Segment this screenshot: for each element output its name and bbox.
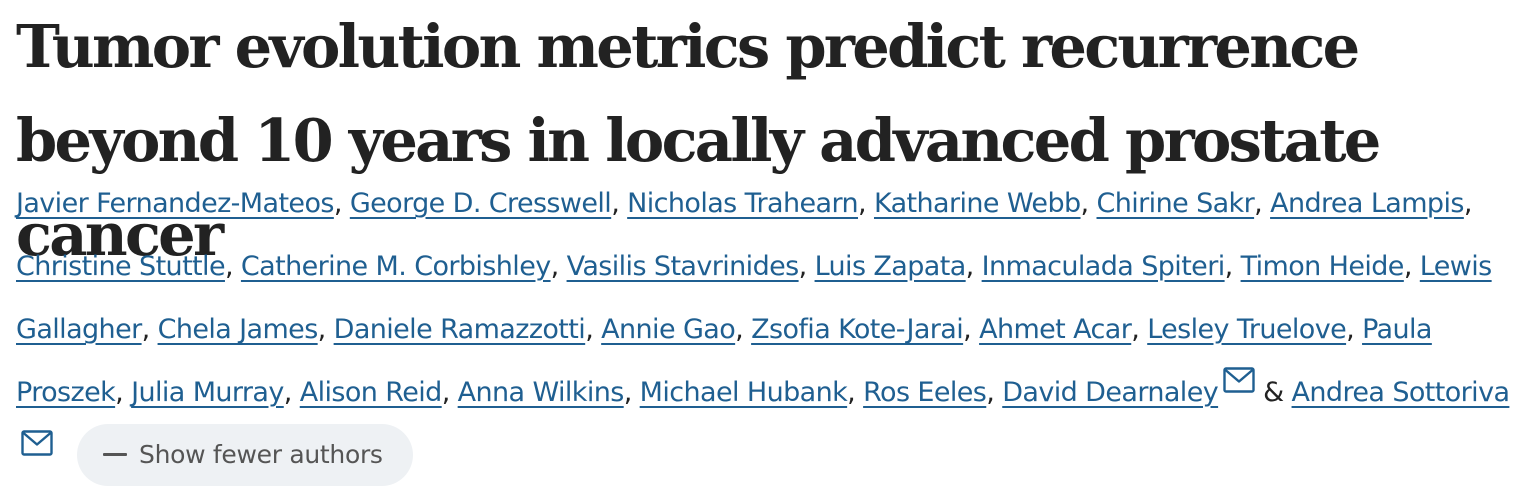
author-separator: ,	[550, 251, 567, 282]
author-item: Daniele Ramazzotti,	[334, 314, 602, 345]
author-separator: ,	[283, 377, 300, 408]
author-conjunction: &	[1263, 377, 1284, 408]
author-separator: ,	[441, 377, 458, 408]
author-item: Michael Hubank,	[640, 377, 863, 408]
author-separator: ,	[224, 251, 241, 282]
author-separator: ,	[847, 377, 864, 408]
author-item: George D. Cresswell,	[350, 188, 627, 219]
author-separator: ,	[141, 314, 158, 345]
author-separator: ,	[858, 188, 874, 219]
author-item: Timon Heide,	[1241, 251, 1420, 282]
author-separator: ,	[1463, 188, 1473, 219]
minus-icon	[103, 453, 127, 456]
author-separator: ,	[611, 188, 628, 219]
author-link[interactable]: Julia Murray	[131, 377, 284, 408]
author-separator: ,	[1346, 314, 1363, 345]
author-item: Inmaculada Spiteri,	[982, 251, 1241, 282]
author-item: Vasilis Stavrinides,	[567, 251, 815, 282]
author-link[interactable]: Chela James	[157, 314, 319, 345]
author-list: Javier Fernandez-Mateos, George D. Cress…	[16, 172, 1516, 488]
author-separator: ,	[1224, 251, 1241, 282]
author-link[interactable]: Ahmet Acar	[979, 314, 1132, 345]
author-link[interactable]: Luis Zapata	[814, 251, 967, 282]
author-item: Julia Murray,	[131, 377, 300, 408]
author-link[interactable]: Ros Eeles	[863, 377, 987, 408]
author-separator: ,	[1131, 314, 1148, 345]
author-item: Chirine Sakr,	[1097, 188, 1271, 219]
author-item: Ros Eeles,	[863, 377, 1002, 408]
author-link[interactable]: Andrea Sottoriva	[1291, 377, 1510, 408]
author-item: Catherine M. Corbishley,	[241, 251, 567, 282]
author-link[interactable]: Katharine Webb	[873, 188, 1081, 219]
author-item: Chela James,	[158, 314, 334, 345]
author-item: Katharine Webb,	[874, 188, 1097, 219]
mail-icon[interactable]	[21, 430, 53, 456]
author-item: Javier Fernandez-Mateos,	[16, 188, 350, 219]
author-separator: ,	[317, 314, 334, 345]
author-item: Zsofia Kote-Jarai,	[751, 314, 979, 345]
show-fewer-item: Show fewer authors	[53, 423, 413, 486]
show-fewer-authors-button[interactable]: Show fewer authors	[77, 423, 413, 486]
author-link[interactable]: George D. Cresswell	[349, 188, 612, 219]
author-link[interactable]: Annie Gao	[601, 314, 736, 345]
author-item: Lesley Truelove,	[1147, 314, 1362, 345]
author-link[interactable]: Vasilis Stavrinides	[566, 251, 800, 282]
author-item: Alison Reid,	[300, 377, 458, 408]
author-separator: ,	[115, 377, 132, 408]
author-link[interactable]: Christine Stuttle	[16, 251, 226, 282]
author-separator: ,	[1254, 188, 1271, 219]
author-separator: ,	[965, 251, 982, 282]
author-separator: ,	[735, 314, 752, 345]
author-link[interactable]: Javier Fernandez-Mateos	[16, 188, 334, 219]
author-separator	[1255, 377, 1263, 408]
author-link[interactable]: Nicholas Trahearn	[627, 188, 859, 219]
mail-icon[interactable]	[1223, 367, 1255, 393]
author-item: Andrea Lampis,	[1270, 188, 1472, 219]
author-link[interactable]: Catherine M. Corbishley	[240, 251, 551, 282]
author-link[interactable]: Andrea Lampis	[1270, 188, 1464, 219]
show-fewer-label: Show fewer authors	[139, 440, 383, 469]
author-item: Luis Zapata,	[815, 251, 982, 282]
author-item: Lewis Gallagher,	[16, 251, 1492, 345]
author-link[interactable]: Zsofia Kote-Jarai	[751, 314, 964, 345]
author-item: Annie Gao,	[601, 314, 751, 345]
author-link[interactable]: Paula Proszek	[16, 314, 1432, 408]
author-separator: ,	[986, 377, 1003, 408]
author-item: Paula Proszek,	[16, 314, 1432, 408]
author-link[interactable]: Anna Wilkins	[457, 377, 625, 408]
author-separator: ,	[333, 188, 350, 219]
author-link[interactable]: Michael Hubank	[639, 377, 848, 408]
author-separator: ,	[798, 251, 815, 282]
author-link[interactable]: Chirine Sakr	[1096, 188, 1255, 219]
author-separator: ,	[585, 314, 602, 345]
author-separator: ,	[623, 377, 640, 408]
author-link[interactable]: Daniele Ramazzotti	[333, 314, 586, 345]
article-title: Tumor evolution metrics predict recurren…	[16, 12, 1381, 269]
author-item: David Dearnaley	[1002, 367, 1263, 408]
author-item: Ahmet Acar,	[979, 314, 1147, 345]
author-link[interactable]: Lewis Gallagher	[16, 251, 1492, 345]
author-item: Anna Wilkins,	[458, 377, 640, 408]
author-item: Christine Stuttle,	[16, 251, 241, 282]
author-separator: ,	[1080, 188, 1097, 219]
author-link[interactable]: Lesley Truelove	[1147, 314, 1347, 345]
author-link[interactable]: David Dearnaley	[1002, 377, 1219, 408]
author-item: Nicholas Trahearn,	[627, 188, 874, 219]
author-item: & Andrea Sottoriva	[16, 377, 1510, 471]
author-separator: ,	[963, 314, 980, 345]
author-link[interactable]: Alison Reid	[299, 377, 443, 408]
author-separator: ,	[1403, 251, 1420, 282]
author-link[interactable]: Inmaculada Spiteri	[981, 251, 1226, 282]
author-link[interactable]: Timon Heide	[1240, 251, 1405, 282]
